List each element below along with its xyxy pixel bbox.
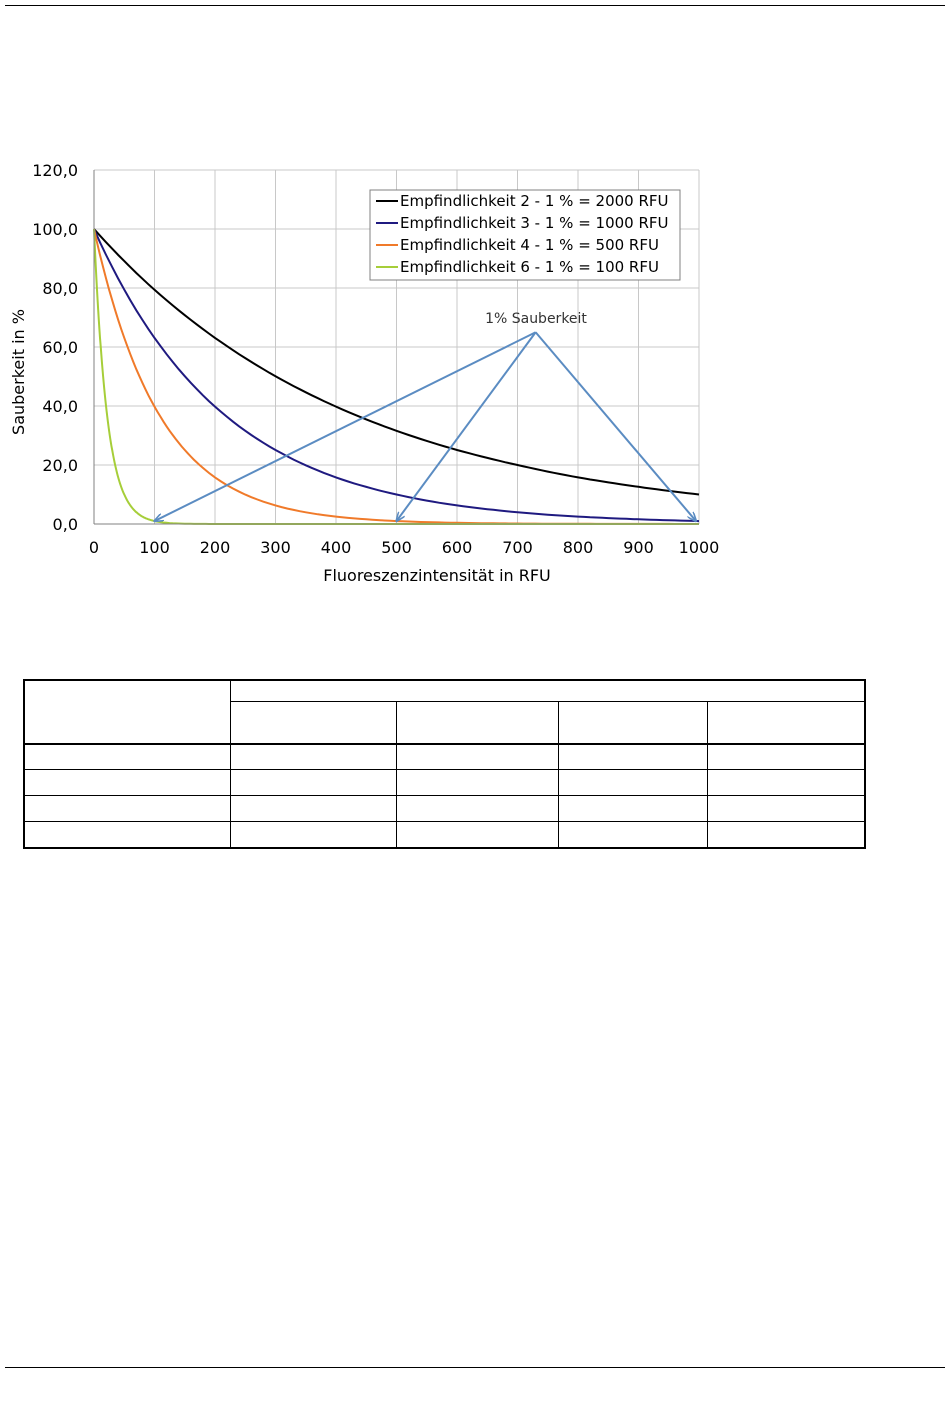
footer-rule	[5, 1367, 945, 1368]
table-border-top	[24, 679, 866, 681]
table-border-left	[23, 679, 25, 849]
y-tick-label: 120,0	[32, 161, 78, 180]
legend-box	[369, 189, 681, 281]
annotation-arrow	[397, 331, 537, 521]
annotation-arrow	[534, 331, 696, 521]
table-col-divider	[396, 702, 397, 849]
x-tick-label: 700	[502, 538, 533, 557]
table-row-divider	[231, 701, 865, 702]
sauberkeit-chart: 0 100 200 300 400 500 600 700 800 900 1000 0,0 20,0 4…	[9, 161, 719, 585]
y-axis-label: Sauberkeit in %	[9, 309, 28, 435]
legend-label: Empfindlichkeit 3 - 1 % = 1000 RFU	[400, 214, 669, 232]
y-tick-label: 80,0	[42, 279, 78, 298]
x-tick-label: 900	[623, 538, 654, 557]
table-col-divider	[558, 702, 559, 849]
x-axis-label: Fluoreszenzintensität in RFU	[323, 566, 551, 585]
axes	[93, 170, 699, 525]
legend-label: Empfindlichkeit 2 - 1 % = 2000 RFU	[400, 192, 669, 210]
x-tick-label: 500	[381, 538, 412, 557]
x-tick-label: 800	[563, 538, 594, 557]
header-rule	[5, 5, 945, 6]
annotation-label: 1% Sauberkeit	[485, 311, 587, 327]
y-tick-label: 40,0	[42, 397, 78, 416]
tick-labels: 0 100 200 300 400 500 600 700 800 900 1000 0,0 20,0 4…	[32, 161, 719, 557]
x-tick-label: 100	[139, 538, 170, 557]
table-border-right	[864, 679, 866, 849]
series-line-1	[93, 228, 700, 496]
x-tick-label: 300	[260, 538, 291, 557]
x-tick-label: 600	[442, 538, 473, 557]
table-row-divider	[24, 821, 865, 822]
table-row-divider	[24, 795, 865, 796]
x-tick-label: 1000	[679, 538, 720, 557]
y-tick-label: 100,0	[32, 220, 78, 239]
table-border-bottom	[24, 847, 866, 849]
legend-label: Empfindlichkeit 6 - 1 % = 100 RFU	[400, 258, 659, 276]
table-row-divider	[24, 743, 865, 745]
x-tick-label: 200	[200, 538, 231, 557]
table-col-divider	[230, 679, 231, 849]
table-col-divider	[707, 702, 708, 849]
annotation-arrow	[155, 331, 537, 521]
y-tick-label: 0,0	[53, 515, 78, 534]
y-tick-label: 20,0	[42, 456, 78, 475]
legend: Empfindlichkeit 2 - 1 % = 2000 RFU Empfin…	[369, 189, 681, 281]
annotation-arrows	[155, 331, 697, 521]
legend-label: Empfindlichkeit 4 - 1 % = 500 RFU	[400, 236, 659, 254]
x-tick-label: 400	[321, 538, 352, 557]
series-line-2	[93, 228, 700, 523]
table-row-divider	[24, 769, 865, 770]
x-tick-label: 0	[89, 538, 99, 557]
y-tick-label: 60,0	[42, 338, 78, 357]
